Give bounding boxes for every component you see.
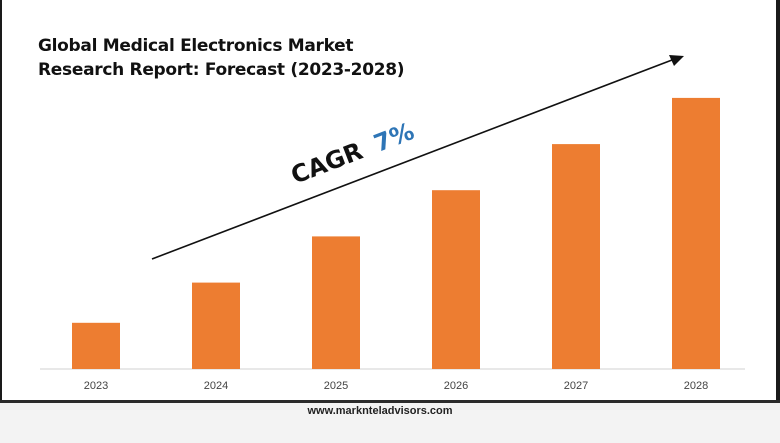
bar-chart: 2023 2024 2025 2026 2027 2028 CAGR 7% <box>40 55 745 392</box>
chart-title-line-2: Research Report: Forecast (2023-2028) <box>38 60 405 80</box>
bar-2025 <box>312 236 360 369</box>
bar-2023 <box>72 322 120 369</box>
cagr-arrow-line <box>151 59 673 260</box>
bars-group <box>72 97 720 370</box>
bar-2028 <box>672 97 720 370</box>
chart-title-line-1: Global Medical Electronics Market <box>38 36 354 56</box>
cagr-arrow <box>151 55 684 260</box>
x-tick-label-2023: 2023 <box>84 380 108 392</box>
left-border <box>0 0 2 400</box>
x-tick-label-2026: 2026 <box>444 380 468 392</box>
x-tick-label-2024: 2024 <box>204 380 228 392</box>
cagr-value: 7% <box>370 117 418 158</box>
bar-2026 <box>432 190 480 369</box>
cagr-arrow-head <box>669 55 684 66</box>
bar-2024 <box>192 282 240 369</box>
footer-band <box>0 400 780 443</box>
x-tick-labels: 2023 2024 2025 2026 2027 2028 <box>84 380 708 392</box>
bar-2027 <box>552 144 600 369</box>
x-tick-label-2025: 2025 <box>324 380 348 392</box>
x-tick-label-2027: 2027 <box>564 380 588 392</box>
footer-url[interactable]: www.marknteladvisors.com <box>307 405 453 417</box>
chart-title: Global Medical Electronics Market Resear… <box>38 34 405 82</box>
cagr-annotation: CAGR 7% <box>287 117 418 190</box>
right-border <box>776 0 780 400</box>
x-tick-label-2028: 2028 <box>684 380 708 392</box>
